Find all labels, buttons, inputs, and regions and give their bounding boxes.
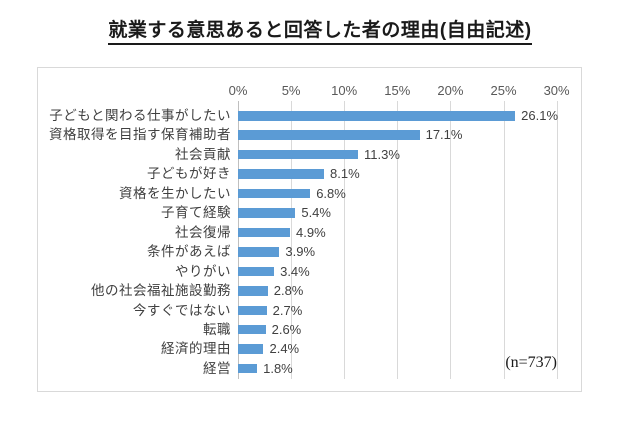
value-label: 3.4%: [280, 263, 310, 279]
gridline: [450, 101, 452, 379]
gridline: [397, 101, 399, 379]
value-label: 26.1%: [521, 108, 559, 123]
value-label: 17.1%: [425, 127, 463, 143]
x-axis-tick-label: 5%: [281, 83, 301, 98]
x-axis-tick-label: 25%: [490, 83, 517, 98]
bar: [238, 149, 358, 160]
x-axis-tick-label: 15%: [384, 83, 411, 98]
bar: [238, 363, 258, 374]
value-label: 2.6%: [271, 321, 302, 337]
sample-size-annotation: (n=737): [505, 354, 557, 371]
bar-row: 子どもが好き 8.1%: [38, 164, 581, 183]
bar: [238, 227, 291, 238]
bar-row: 今すぐではない 2.7%: [38, 301, 581, 320]
category-label: 社会貢献: [175, 146, 231, 162]
y-axis-line: [238, 101, 239, 379]
x-axis-tick-label: 0%: [228, 83, 248, 98]
category-label: 子育て経験: [161, 205, 231, 221]
category-label: 社会復帰: [175, 224, 231, 240]
bar: [238, 247, 280, 257]
bar: [238, 324, 266, 335]
value-label: 4.9%: [296, 224, 326, 240]
x-axis-tick-label: 30%: [543, 83, 570, 98]
value-label: 11.3%: [364, 146, 400, 162]
value-label: 3.9%: [285, 244, 316, 260]
bar-row: 他の社会福祉施設勤務 2.8%: [38, 281, 581, 300]
value-label: 8.1%: [330, 166, 360, 182]
value-label: 5.4%: [301, 205, 331, 221]
value-label: 1.8%: [263, 360, 293, 376]
bar-row: 経済的理由 2.4%: [38, 339, 581, 358]
category-label: 経営: [203, 360, 231, 376]
bar-row: 子どもと関わる仕事がしたい 26.1%: [38, 106, 581, 125]
bar: [238, 169, 325, 179]
value-label: 2.4%: [269, 341, 300, 357]
category-label: 転職: [203, 321, 231, 337]
bar: [238, 188, 311, 199]
bar-row: 社会貢献 11.3%: [38, 145, 581, 164]
category-label: 今すぐではない: [132, 302, 231, 318]
category-label: 子どもと関わる仕事がしたい: [49, 108, 231, 123]
bar-row: 資格取得を目指す保育補助者 17.1%: [38, 125, 581, 144]
bar-row: 子育て経験 5.4%: [38, 203, 581, 222]
value-label: 2.7%: [272, 302, 303, 318]
value-label: 2.8%: [273, 283, 304, 299]
category-label: 資格取得を目指す保育補助者: [49, 127, 231, 143]
gridline: [344, 101, 346, 379]
bar: [238, 344, 264, 354]
gridline: [556, 101, 558, 379]
category-label: 経済的理由: [161, 341, 231, 357]
bar-row: 資格を生かしたい 6.8%: [38, 184, 581, 203]
gridline: [503, 101, 505, 379]
chart-title: 就業する意思あると回答した者の理由(自由記述): [108, 15, 532, 45]
category-label: 子どもが好き: [147, 166, 231, 182]
bar: [238, 305, 267, 315]
bar-row: 社会復帰 4.9%: [38, 223, 581, 242]
chart-area: (n=737) 0% 5% 10% 15% 20% 25% 30% 子どもと関わる仕事がしたい…: [37, 67, 582, 392]
bar-row: 経営 1.8%: [38, 359, 581, 378]
bar: [238, 266, 275, 277]
bar-row: 転職 2.6%: [38, 320, 581, 339]
bar: [238, 111, 516, 121]
bar-row: やりがい 3.4%: [38, 262, 581, 281]
bar-row: 条件があえば 3.9%: [38, 242, 581, 261]
x-axis-tick-label: 10%: [331, 83, 358, 98]
category-label: 条件があえば: [147, 244, 231, 260]
bar: [238, 130, 420, 140]
category-label: 資格を生かしたい: [119, 185, 231, 201]
bar: [238, 208, 296, 218]
page-header: 就業する意思あると回答した者の理由(自由記述): [0, 15, 640, 45]
bar: [238, 286, 268, 296]
x-axis-tick-label: 20%: [437, 83, 464, 98]
value-label: 6.8%: [316, 185, 346, 201]
gridline: [291, 101, 293, 379]
category-label: 他の社会福祉施設勤務: [91, 283, 231, 299]
category-label: やりがい: [175, 263, 231, 279]
